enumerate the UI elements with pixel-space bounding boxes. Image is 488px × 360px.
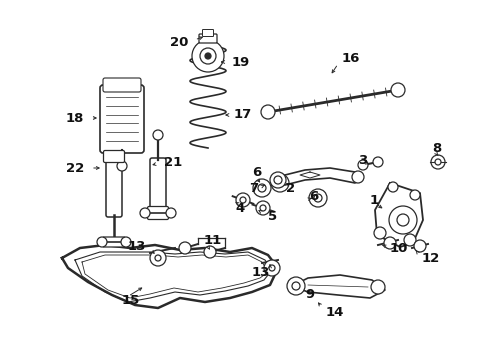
Circle shape	[252, 179, 270, 197]
Circle shape	[200, 48, 216, 64]
Text: 1: 1	[369, 194, 378, 207]
Text: 14: 14	[325, 306, 344, 319]
Circle shape	[155, 255, 161, 261]
Circle shape	[388, 206, 416, 234]
Text: 12: 12	[421, 252, 439, 265]
Polygon shape	[374, 183, 422, 247]
Polygon shape	[271, 168, 361, 185]
Circle shape	[121, 237, 131, 247]
Text: 6: 6	[251, 166, 261, 179]
Text: 11: 11	[203, 234, 222, 247]
Circle shape	[396, 214, 408, 226]
Circle shape	[291, 282, 299, 290]
Polygon shape	[291, 275, 384, 298]
Circle shape	[203, 246, 216, 258]
Circle shape	[357, 160, 367, 170]
Circle shape	[308, 189, 326, 207]
FancyBboxPatch shape	[106, 158, 122, 217]
Text: 16: 16	[341, 51, 360, 64]
Text: 9: 9	[305, 288, 314, 302]
FancyBboxPatch shape	[103, 150, 124, 162]
FancyBboxPatch shape	[147, 207, 168, 220]
Text: 13: 13	[251, 266, 269, 279]
Circle shape	[260, 205, 265, 211]
Circle shape	[269, 172, 285, 188]
Circle shape	[258, 184, 265, 192]
Circle shape	[351, 171, 363, 183]
Circle shape	[413, 240, 425, 252]
Circle shape	[370, 280, 384, 294]
Circle shape	[372, 157, 382, 167]
Text: 5: 5	[267, 210, 277, 222]
Text: 6: 6	[308, 189, 317, 202]
Circle shape	[192, 40, 224, 72]
Text: 17: 17	[234, 108, 252, 122]
Text: 19: 19	[231, 55, 250, 68]
FancyBboxPatch shape	[103, 78, 141, 92]
Circle shape	[256, 201, 269, 215]
Circle shape	[383, 237, 395, 249]
Circle shape	[240, 197, 245, 203]
Text: 20: 20	[169, 36, 187, 49]
Circle shape	[390, 83, 404, 97]
Text: 18: 18	[65, 112, 84, 125]
Text: 8: 8	[431, 141, 440, 154]
FancyBboxPatch shape	[150, 158, 165, 212]
Circle shape	[117, 161, 127, 171]
Circle shape	[403, 234, 415, 246]
FancyBboxPatch shape	[202, 30, 213, 36]
FancyBboxPatch shape	[199, 34, 217, 43]
Circle shape	[179, 242, 191, 254]
Circle shape	[268, 265, 274, 271]
Circle shape	[273, 176, 282, 184]
Circle shape	[97, 237, 107, 247]
Text: 22: 22	[65, 162, 84, 175]
Circle shape	[434, 159, 440, 165]
Circle shape	[313, 194, 321, 202]
Polygon shape	[299, 172, 319, 178]
Text: 13: 13	[127, 239, 146, 252]
Text: 7: 7	[248, 181, 258, 194]
Circle shape	[286, 277, 305, 295]
Circle shape	[165, 208, 176, 218]
Circle shape	[153, 130, 163, 140]
Text: 15: 15	[122, 293, 140, 306]
Text: 10: 10	[389, 242, 407, 255]
Text: 4: 4	[235, 202, 244, 215]
Text: 21: 21	[163, 156, 182, 168]
Circle shape	[264, 260, 280, 276]
Text: 3: 3	[357, 153, 366, 166]
Circle shape	[150, 250, 165, 266]
FancyBboxPatch shape	[100, 85, 143, 153]
Circle shape	[140, 208, 150, 218]
Polygon shape	[62, 245, 278, 308]
Circle shape	[387, 182, 397, 192]
Circle shape	[430, 155, 444, 169]
Circle shape	[270, 174, 288, 192]
Circle shape	[409, 190, 419, 200]
FancyBboxPatch shape	[103, 237, 125, 247]
Circle shape	[275, 179, 284, 187]
Circle shape	[373, 227, 385, 239]
Text: 2: 2	[285, 181, 294, 194]
Circle shape	[204, 53, 210, 59]
Circle shape	[261, 105, 274, 119]
Circle shape	[236, 193, 249, 207]
